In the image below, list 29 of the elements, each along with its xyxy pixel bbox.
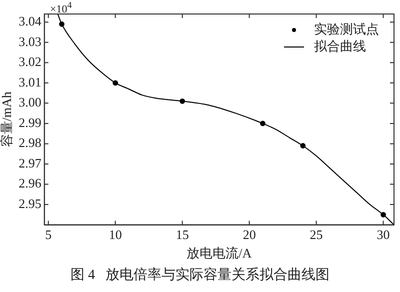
x-axis-title: 放电电流/A bbox=[186, 246, 252, 261]
x-tick-label: 25 bbox=[310, 227, 323, 242]
point bbox=[59, 21, 64, 27]
x-tick-label: 10 bbox=[108, 227, 122, 242]
y-tick-label: 3.03 bbox=[18, 34, 42, 49]
y-tick-label: 3.04 bbox=[18, 14, 42, 29]
x-tick-label: 5 bbox=[45, 227, 52, 242]
x-tick-label: 15 bbox=[176, 227, 189, 242]
y-tick-label: 2.99 bbox=[18, 114, 42, 130]
line-series bbox=[57, 14, 394, 225]
y-tick-label: 3.00 bbox=[18, 94, 42, 110]
text: 图 4 放电倍率与实际容量关系拟合曲线图 bbox=[70, 266, 330, 284]
point bbox=[300, 143, 306, 148]
y-tick-label: 2.97 bbox=[18, 155, 42, 170]
x-tick-label: 20 bbox=[242, 227, 256, 242]
x-tick-label: 30 bbox=[376, 227, 390, 242]
point bbox=[180, 98, 186, 104]
y-tick-label: 2.95 bbox=[18, 196, 42, 211]
y-tick-label: 3.02 bbox=[18, 54, 42, 70]
legend-label: 拟合曲线 bbox=[314, 38, 366, 54]
y-tick-label: 2.98 bbox=[18, 135, 42, 150]
y-tick-label: 3.01 bbox=[18, 74, 42, 90]
point bbox=[260, 120, 266, 126]
y-axis-title: 容量/mAh bbox=[0, 91, 14, 148]
point bbox=[112, 80, 118, 86]
legend-label: 实验测试点 bbox=[314, 21, 379, 36]
annotation: ×10$^{4}$ bbox=[50, 0, 72, 16]
y-tick-label: 2.96 bbox=[18, 176, 42, 191]
point bbox=[380, 212, 386, 218]
